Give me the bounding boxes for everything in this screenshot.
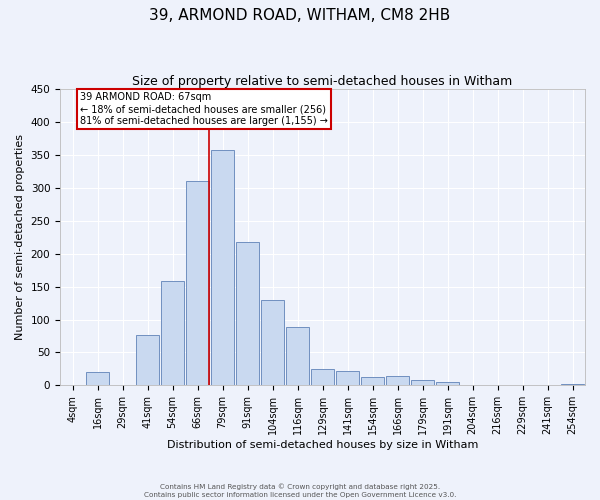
Title: Size of property relative to semi-detached houses in Witham: Size of property relative to semi-detach… (133, 75, 512, 88)
Text: 39 ARMOND ROAD: 67sqm
← 18% of semi-detached houses are smaller (256)
81% of sem: 39 ARMOND ROAD: 67sqm ← 18% of semi-deta… (80, 92, 328, 126)
Bar (136, 336, 159, 386)
X-axis label: Distribution of semi-detached houses by size in Witham: Distribution of semi-detached houses by … (167, 440, 478, 450)
Bar (336, 371, 359, 386)
Text: Contains HM Land Registry data © Crown copyright and database right 2025.
Contai: Contains HM Land Registry data © Crown c… (144, 484, 456, 498)
Bar (386, 376, 409, 386)
Bar (561, 384, 584, 386)
Bar (186, 182, 209, 386)
Bar (261, 300, 284, 386)
Y-axis label: Number of semi-detached properties: Number of semi-detached properties (15, 134, 25, 340)
Bar (436, 382, 459, 386)
Bar (86, 372, 109, 386)
Bar (411, 380, 434, 386)
Bar (161, 282, 184, 386)
Text: 39, ARMOND ROAD, WITHAM, CM8 2HB: 39, ARMOND ROAD, WITHAM, CM8 2HB (149, 8, 451, 22)
Bar (286, 328, 309, 386)
Bar (361, 377, 384, 386)
Bar (311, 369, 334, 386)
Bar (236, 242, 259, 386)
Bar (211, 150, 234, 386)
